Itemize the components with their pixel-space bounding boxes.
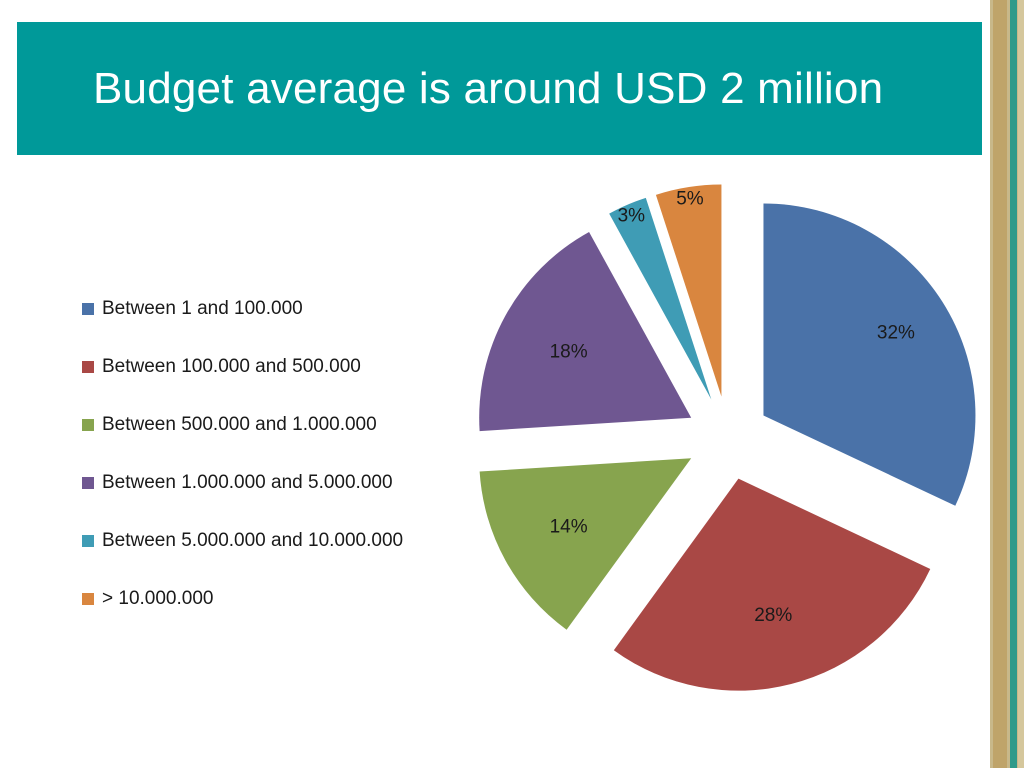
legend-label: Between 500.000 and 1.000.000 bbox=[102, 414, 377, 435]
pie-data-label: 14% bbox=[550, 517, 588, 538]
pie-data-label: 28% bbox=[754, 605, 792, 626]
pie-slice bbox=[479, 458, 692, 630]
legend-label: > 10.000.000 bbox=[102, 588, 214, 609]
legend-swatch bbox=[82, 361, 94, 373]
pie-slice bbox=[613, 478, 931, 691]
pie-slice bbox=[655, 184, 722, 397]
pie-data-labels: 32% 28% 14% 18% 3% 5% bbox=[550, 189, 915, 627]
legend-label: Between 1.000.000 and 5.000.000 bbox=[102, 472, 393, 493]
legend-item: Between 5.000.000 and 10.000.000 bbox=[82, 512, 403, 570]
pie-slice bbox=[763, 203, 976, 506]
legend-item: > 10.000.000 bbox=[82, 570, 403, 628]
pie-data-label: 3% bbox=[618, 206, 646, 227]
pie-slice bbox=[609, 197, 712, 400]
chart-legend: Between 1 and 100.000 Between 100.000 an… bbox=[82, 280, 403, 628]
title-banner: Budget average is around USD 2 million bbox=[17, 22, 982, 155]
pie-data-label: 32% bbox=[877, 322, 915, 343]
legend-label: Between 1 and 100.000 bbox=[102, 298, 303, 319]
side-stripe-decoration bbox=[990, 0, 1024, 768]
legend-swatch bbox=[82, 419, 94, 431]
legend-item: Between 100.000 and 500.000 bbox=[82, 338, 403, 396]
stripe-green bbox=[1010, 0, 1017, 768]
pie-slice bbox=[479, 231, 692, 432]
legend-label: Between 5.000.000 and 10.000.000 bbox=[102, 530, 404, 551]
legend-label: Between 100.000 and 500.000 bbox=[102, 356, 361, 377]
stripe-gold bbox=[993, 0, 1007, 768]
legend-swatch bbox=[82, 535, 94, 547]
pie-slices bbox=[479, 184, 976, 691]
legend-item: Between 1 and 100.000 bbox=[82, 280, 403, 338]
legend-swatch bbox=[82, 303, 94, 315]
legend-swatch bbox=[82, 477, 94, 489]
legend-item: Between 500.000 and 1.000.000 bbox=[82, 396, 403, 454]
legend-swatch bbox=[82, 593, 94, 605]
pie-data-label: 18% bbox=[550, 341, 588, 362]
legend-item: Between 1.000.000 and 5.000.000 bbox=[82, 454, 403, 512]
slide-title: Budget average is around USD 2 million bbox=[93, 63, 884, 113]
pie-data-label: 5% bbox=[676, 189, 704, 210]
stripe-gold-light bbox=[1018, 0, 1024, 768]
